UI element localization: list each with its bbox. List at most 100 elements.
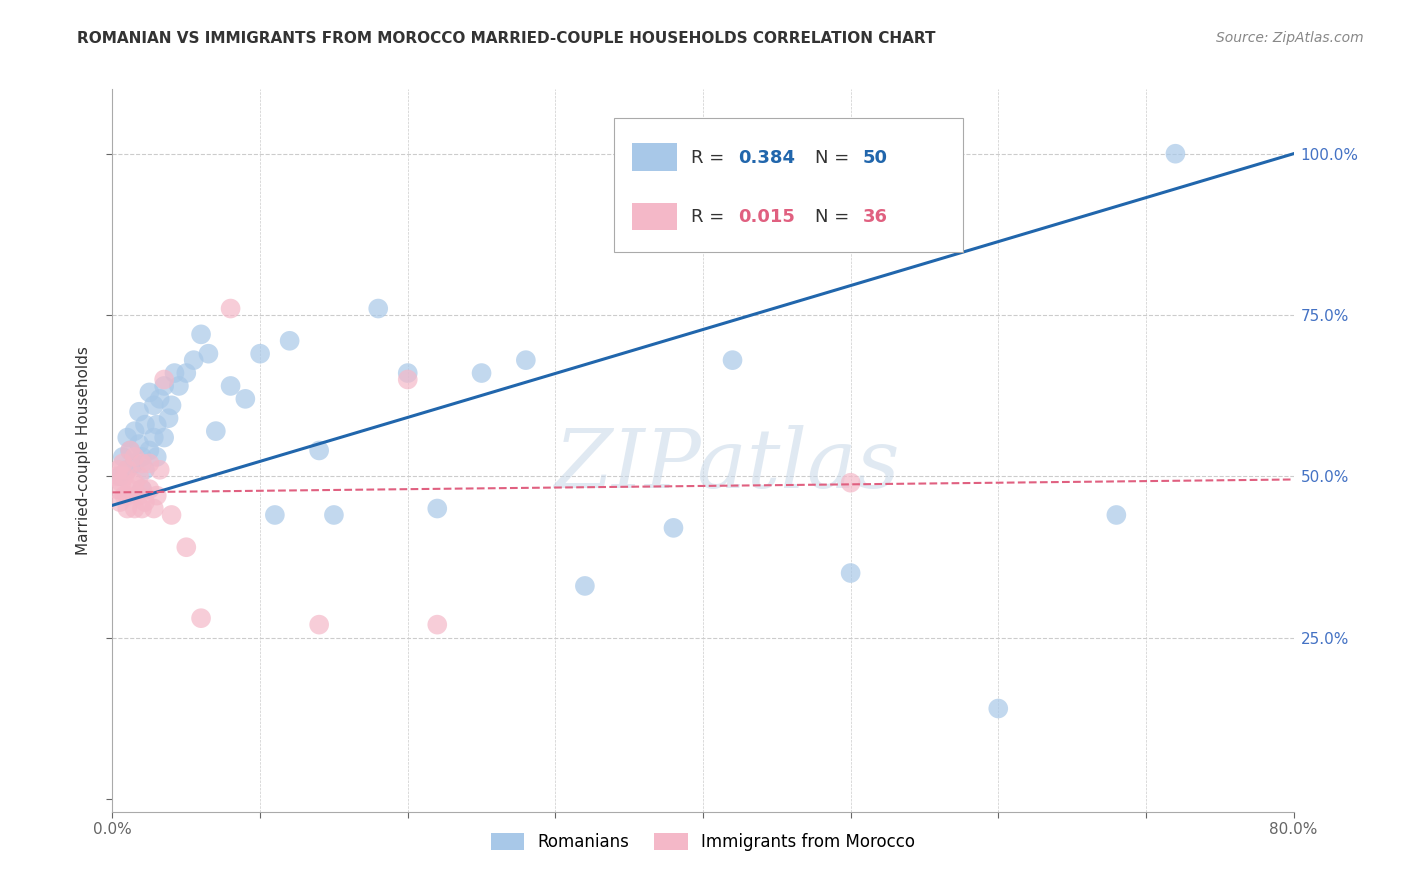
Point [987, 701, 1010, 715]
Point [839, 475, 862, 490]
Point [146, 489, 169, 503]
Point [264, 508, 287, 522]
Point [160, 398, 183, 412]
Point [163, 366, 186, 380]
Point [124, 424, 146, 438]
Point [111, 450, 134, 464]
Point [128, 489, 150, 503]
Point [1105, 508, 1128, 522]
Point [426, 617, 449, 632]
Point [131, 501, 153, 516]
Legend: Romanians, Immigrants from Morocco: Romanians, Immigrants from Morocco [484, 826, 922, 857]
Point [138, 443, 160, 458]
Point [662, 521, 685, 535]
Point [149, 463, 172, 477]
Point [131, 450, 153, 464]
Point [515, 353, 537, 368]
Point [142, 431, 165, 445]
Point [124, 475, 146, 490]
Point [128, 405, 150, 419]
Y-axis label: Married-couple Households: Married-couple Households [76, 346, 91, 555]
Text: ZIPatlas: ZIPatlas [554, 425, 900, 505]
Point [142, 501, 165, 516]
Point [142, 398, 165, 412]
Point [278, 334, 301, 348]
Point [426, 501, 449, 516]
Point [112, 469, 135, 483]
Point [146, 417, 169, 432]
Text: ROMANIAN VS IMMIGRANTS FROM MOROCCO MARRIED-COUPLE HOUSEHOLDS CORRELATION CHART: ROMANIAN VS IMMIGRANTS FROM MOROCCO MARR… [77, 31, 936, 46]
Text: R =: R = [692, 149, 730, 167]
Point [149, 392, 172, 406]
Point [134, 417, 156, 432]
Point [117, 431, 138, 445]
Text: N =: N = [815, 149, 855, 167]
Text: 0.015: 0.015 [738, 208, 796, 226]
Point [110, 475, 132, 490]
Point [249, 347, 271, 361]
Point [721, 353, 744, 368]
Point [138, 385, 160, 400]
Point [117, 501, 138, 516]
Point [167, 379, 190, 393]
Point [124, 501, 146, 516]
Text: R =: R = [692, 208, 730, 226]
Point [117, 489, 138, 503]
Point [153, 372, 176, 386]
Point [108, 469, 131, 483]
Text: N =: N = [815, 208, 855, 226]
Point [205, 424, 228, 438]
Point [138, 482, 160, 496]
Point [219, 301, 242, 316]
Point [157, 411, 180, 425]
Point [197, 347, 219, 361]
FancyBboxPatch shape [633, 144, 678, 171]
Text: 0.384: 0.384 [738, 149, 796, 167]
Point [131, 482, 153, 496]
Point [308, 443, 330, 458]
Point [124, 450, 146, 464]
Point [131, 482, 153, 496]
Point [146, 450, 169, 464]
FancyBboxPatch shape [633, 202, 678, 230]
Point [153, 431, 176, 445]
Point [323, 508, 346, 522]
Point [367, 301, 389, 316]
Point [128, 469, 150, 483]
Point [219, 379, 242, 393]
Point [190, 611, 212, 625]
Point [396, 366, 419, 380]
Point [153, 379, 176, 393]
Point [107, 463, 129, 477]
Point [138, 456, 160, 470]
Point [105, 469, 128, 483]
Point [1164, 146, 1187, 161]
Point [131, 456, 153, 470]
Point [174, 540, 197, 554]
Point [134, 495, 156, 509]
Point [111, 456, 134, 470]
Point [174, 366, 197, 380]
Point [470, 366, 494, 380]
Point [183, 353, 205, 368]
Point [574, 579, 596, 593]
Point [117, 463, 138, 477]
Point [190, 327, 212, 342]
Point [233, 392, 256, 406]
FancyBboxPatch shape [614, 118, 963, 252]
Point [396, 372, 419, 386]
Text: Source: ZipAtlas.com: Source: ZipAtlas.com [1216, 31, 1364, 45]
Text: 50: 50 [862, 149, 887, 167]
Point [308, 617, 330, 632]
Point [124, 456, 146, 470]
Text: 36: 36 [862, 208, 887, 226]
Point [105, 482, 128, 496]
Point [120, 482, 142, 496]
Point [839, 566, 862, 580]
Point [120, 443, 142, 458]
Point [108, 495, 131, 509]
Point [112, 489, 135, 503]
Point [134, 463, 156, 477]
Point [120, 443, 142, 458]
Point [128, 437, 150, 451]
